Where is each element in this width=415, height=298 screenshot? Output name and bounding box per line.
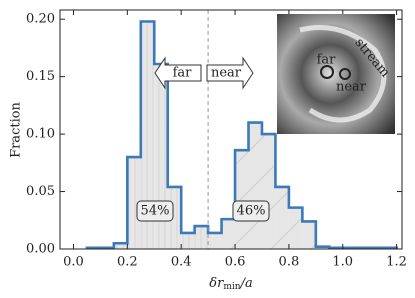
y-tick-label: 0.00 (26, 242, 55, 257)
x-label-sub: min (223, 282, 240, 292)
bar (181, 232, 195, 249)
x-label-main: δr (209, 276, 224, 291)
bar (140, 21, 155, 249)
x-axis-label: δrmin/a (209, 276, 252, 292)
inset-swirl (299, 25, 387, 123)
bar (288, 207, 303, 249)
y-tick-label: 0.05 (26, 184, 55, 199)
bar (221, 219, 236, 249)
arrow (154, 56, 202, 90)
bar (235, 150, 249, 249)
x-tick-label: 0.6 (225, 255, 246, 270)
percent-label: 46% (237, 204, 266, 219)
bar (248, 122, 262, 249)
inset-center (320, 65, 334, 79)
x-tick-label: 0.0 (63, 255, 84, 270)
bar (208, 232, 222, 249)
bar (194, 226, 209, 249)
arrow-label: near (211, 66, 242, 81)
y-tick-label: 0.15 (26, 69, 55, 84)
x-tick-label: 0.8 (279, 255, 300, 270)
inset-image (277, 14, 395, 134)
inset-label: near (336, 80, 367, 95)
y-tick-label: 0.10 (26, 127, 55, 142)
bar (302, 221, 316, 249)
bar (261, 134, 276, 249)
x-label-tail: /a (239, 276, 253, 291)
y-tick-label: 0.20 (26, 12, 55, 27)
percent-label: 54% (141, 204, 170, 219)
arrow-label: far (173, 66, 193, 81)
x-tick-label: 0.4 (171, 255, 192, 270)
y-axis-label: Fraction (9, 101, 24, 157)
bar (113, 243, 128, 249)
bar (127, 157, 141, 249)
x-tick-label: 1.2 (386, 255, 407, 270)
bar (275, 186, 289, 249)
x-tick-label: 1.0 (332, 255, 353, 270)
inset-label: far (317, 53, 337, 68)
plot-frame (59, 9, 403, 250)
percent-box (232, 200, 270, 222)
x-tick-label: 0.2 (117, 255, 138, 270)
inset-center2 (339, 68, 351, 80)
percent-box (136, 200, 174, 222)
arrow (206, 56, 254, 90)
